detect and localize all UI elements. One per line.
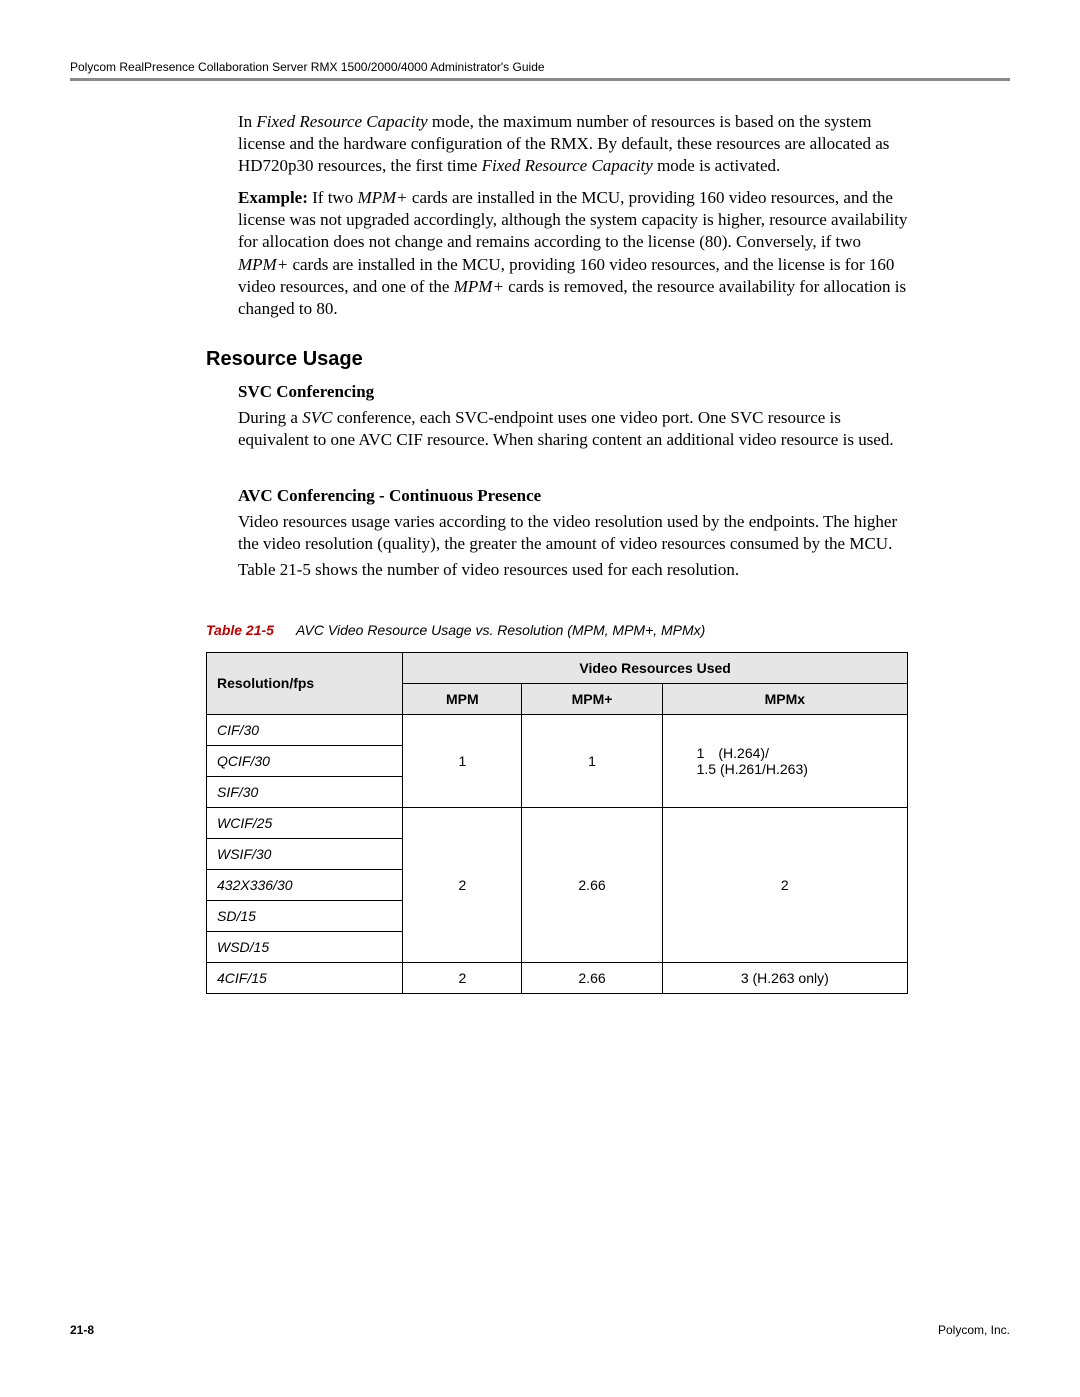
- table-row: WCIF/25 2 2.66 2: [207, 807, 908, 838]
- example-label: Example:: [238, 188, 308, 207]
- term-svc: SVC: [302, 408, 332, 427]
- table-caption: Table 21-5 AVC Video Resource Usage vs. R…: [206, 622, 1010, 638]
- body-column: In Fixed Resource Capacity mode, the max…: [238, 111, 908, 320]
- text: 1.5 (H.261/H.263): [697, 761, 808, 777]
- table-header-row: Resolution/fps Video Resources Used: [207, 652, 908, 683]
- paragraph-svc: During a SVC conference, each SVC-endpoi…: [238, 407, 908, 451]
- cell-mpm-plus: 2.66: [522, 962, 662, 993]
- text: mode is activated.: [653, 156, 780, 175]
- page-footer: 21-8 Polycom, Inc.: [70, 1323, 1010, 1337]
- col-resolution: Resolution/fps: [207, 652, 403, 714]
- cell-resolution: SIF/30: [207, 776, 403, 807]
- resource-usage-table: Resolution/fps Video Resources Used MPM …: [206, 652, 908, 994]
- cell-resolution: 432X336/30: [207, 869, 403, 900]
- cell-resolution: 4CIF/15: [207, 962, 403, 993]
- col-mpmx: MPMx: [662, 683, 907, 714]
- paragraph-example: Example: If two MPM+ cards are installed…: [238, 187, 908, 320]
- cell-resolution: WCIF/25: [207, 807, 403, 838]
- paragraph-avc-2: Table 21-5 shows the number of video res…: [238, 559, 908, 581]
- term-mpm-plus: MPM+: [238, 255, 288, 274]
- table-title: AVC Video Resource Usage vs. Resolution …: [296, 622, 705, 638]
- col-group-video-resources: Video Resources Used: [403, 652, 908, 683]
- heading-avc-cp: AVC Conferencing - Continuous Presence: [238, 485, 908, 507]
- cell-resolution: WSD/15: [207, 931, 403, 962]
- cell-mpmx: 1 (H.264)/ 1.5 (H.261/H.263): [662, 714, 907, 807]
- text: In: [238, 112, 256, 131]
- text: During a: [238, 408, 302, 427]
- company-name: Polycom, Inc.: [938, 1323, 1010, 1337]
- page-number: 21-8: [70, 1323, 94, 1337]
- cell-resolution: CIF/30: [207, 714, 403, 745]
- cell-resolution: SD/15: [207, 900, 403, 931]
- heading-svc-conferencing: SVC Conferencing: [238, 381, 908, 403]
- page: Polycom RealPresence Collaboration Serve…: [70, 60, 1010, 994]
- cell-mpm-plus: 1: [522, 714, 662, 807]
- cell-resolution: QCIF/30: [207, 745, 403, 776]
- term-fixed-resource-capacity: Fixed Resource Capacity: [256, 112, 427, 131]
- cell-mpm-plus: 2.66: [522, 807, 662, 962]
- text: 1 (H.264)/: [697, 745, 769, 761]
- term-fixed-resource-capacity: Fixed Resource Capacity: [482, 156, 653, 175]
- col-mpm-plus: MPM+: [522, 683, 662, 714]
- cell-mpmx: 3 (H.263 only): [662, 962, 907, 993]
- paragraph-avc-1: Video resources usage varies according t…: [238, 511, 908, 555]
- heading-resource-usage: Resource Usage: [206, 348, 1010, 371]
- cell-resolution: WSIF/30: [207, 838, 403, 869]
- paragraph-fixed-capacity: In Fixed Resource Capacity mode, the max…: [238, 111, 908, 177]
- text: If two: [308, 188, 358, 207]
- table-row: CIF/30 1 1 1 (H.264)/ 1.5 (H.261/H.263): [207, 714, 908, 745]
- body-column: SVC Conferencing During a SVC conference…: [238, 381, 908, 582]
- cell-mpm: 1: [403, 714, 522, 807]
- table-number: Table 21-5: [206, 622, 274, 638]
- header-rule: [70, 78, 1010, 81]
- text: conference, each SVC-endpoint uses one v…: [238, 408, 894, 449]
- table-row: 4CIF/15 2 2.66 3 (H.263 only): [207, 962, 908, 993]
- term-mpm-plus: MPM+: [454, 277, 504, 296]
- cell-mpm: 2: [403, 807, 522, 962]
- col-mpm: MPM: [403, 683, 522, 714]
- table-wrapper: Resolution/fps Video Resources Used MPM …: [206, 652, 908, 994]
- term-mpm-plus: MPM+: [357, 188, 407, 207]
- cell-mpmx: 2: [662, 807, 907, 962]
- running-header: Polycom RealPresence Collaboration Serve…: [70, 60, 1010, 74]
- cell-mpm: 2: [403, 962, 522, 993]
